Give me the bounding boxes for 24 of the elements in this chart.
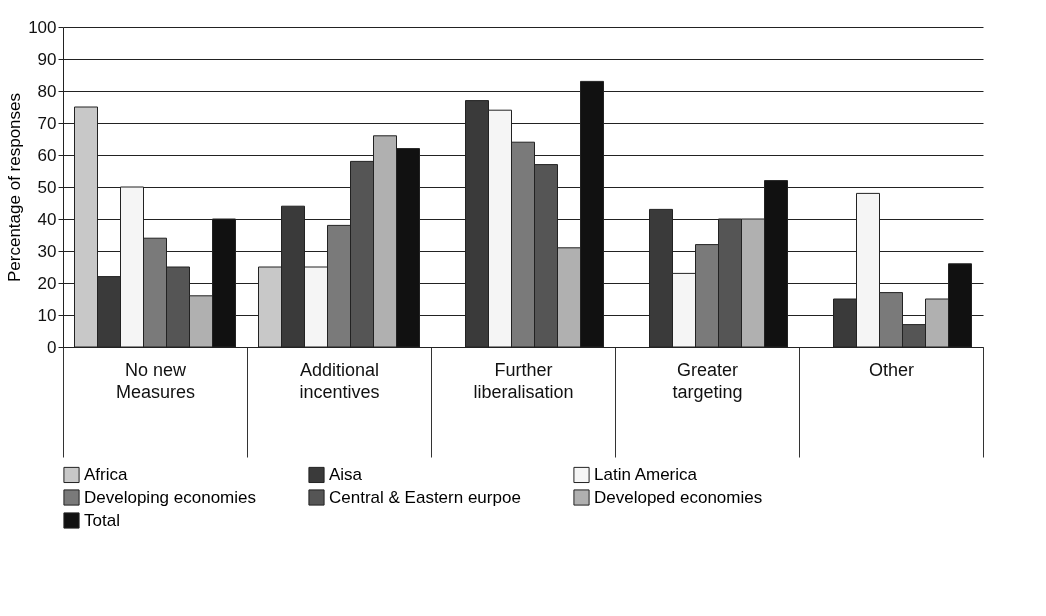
y-axis-title: Percentage of responses: [5, 92, 25, 283]
x-tick-label: Greater targeting: [672, 359, 743, 402]
x-tick-label: No new Measures: [115, 359, 196, 402]
y-tick-label: 70: [37, 113, 57, 133]
y-tick-label: 20: [37, 273, 57, 293]
x-tick-label: Further liberalisation: [473, 359, 574, 402]
y-tick-label: 40: [37, 209, 57, 229]
y-tick-label: 80: [37, 81, 57, 101]
y-tick-label: 60: [37, 145, 57, 165]
legend-label: Central & Eastern eurpoe: [329, 487, 521, 507]
legend-label: Developing economies: [84, 487, 256, 507]
y-tick-label: 10: [37, 305, 57, 325]
legend-label: Latin America: [594, 464, 698, 484]
y-tick-label: 30: [37, 241, 57, 261]
y-tick-label: 50: [37, 177, 57, 197]
x-tick-label: Other: [868, 359, 915, 380]
legend-label: Aisa: [329, 464, 363, 484]
y-tick-label: 90: [37, 49, 57, 69]
legend-label: Total: [84, 510, 120, 530]
y-tick-label: 0: [47, 337, 57, 357]
y-tick-label: 100: [28, 17, 57, 37]
legend-label: Developed economies: [594, 487, 763, 507]
legend-label: Africa: [84, 464, 128, 484]
x-tick-label: Additional incentives: [299, 359, 380, 402]
